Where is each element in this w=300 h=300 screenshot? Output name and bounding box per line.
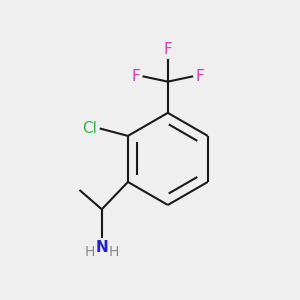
- Text: Cl: Cl: [82, 121, 97, 136]
- Text: H: H: [85, 245, 95, 259]
- Text: F: F: [196, 69, 204, 84]
- Text: F: F: [131, 69, 140, 84]
- Text: F: F: [164, 42, 172, 57]
- Text: H: H: [109, 245, 119, 259]
- Text: N: N: [95, 240, 108, 255]
